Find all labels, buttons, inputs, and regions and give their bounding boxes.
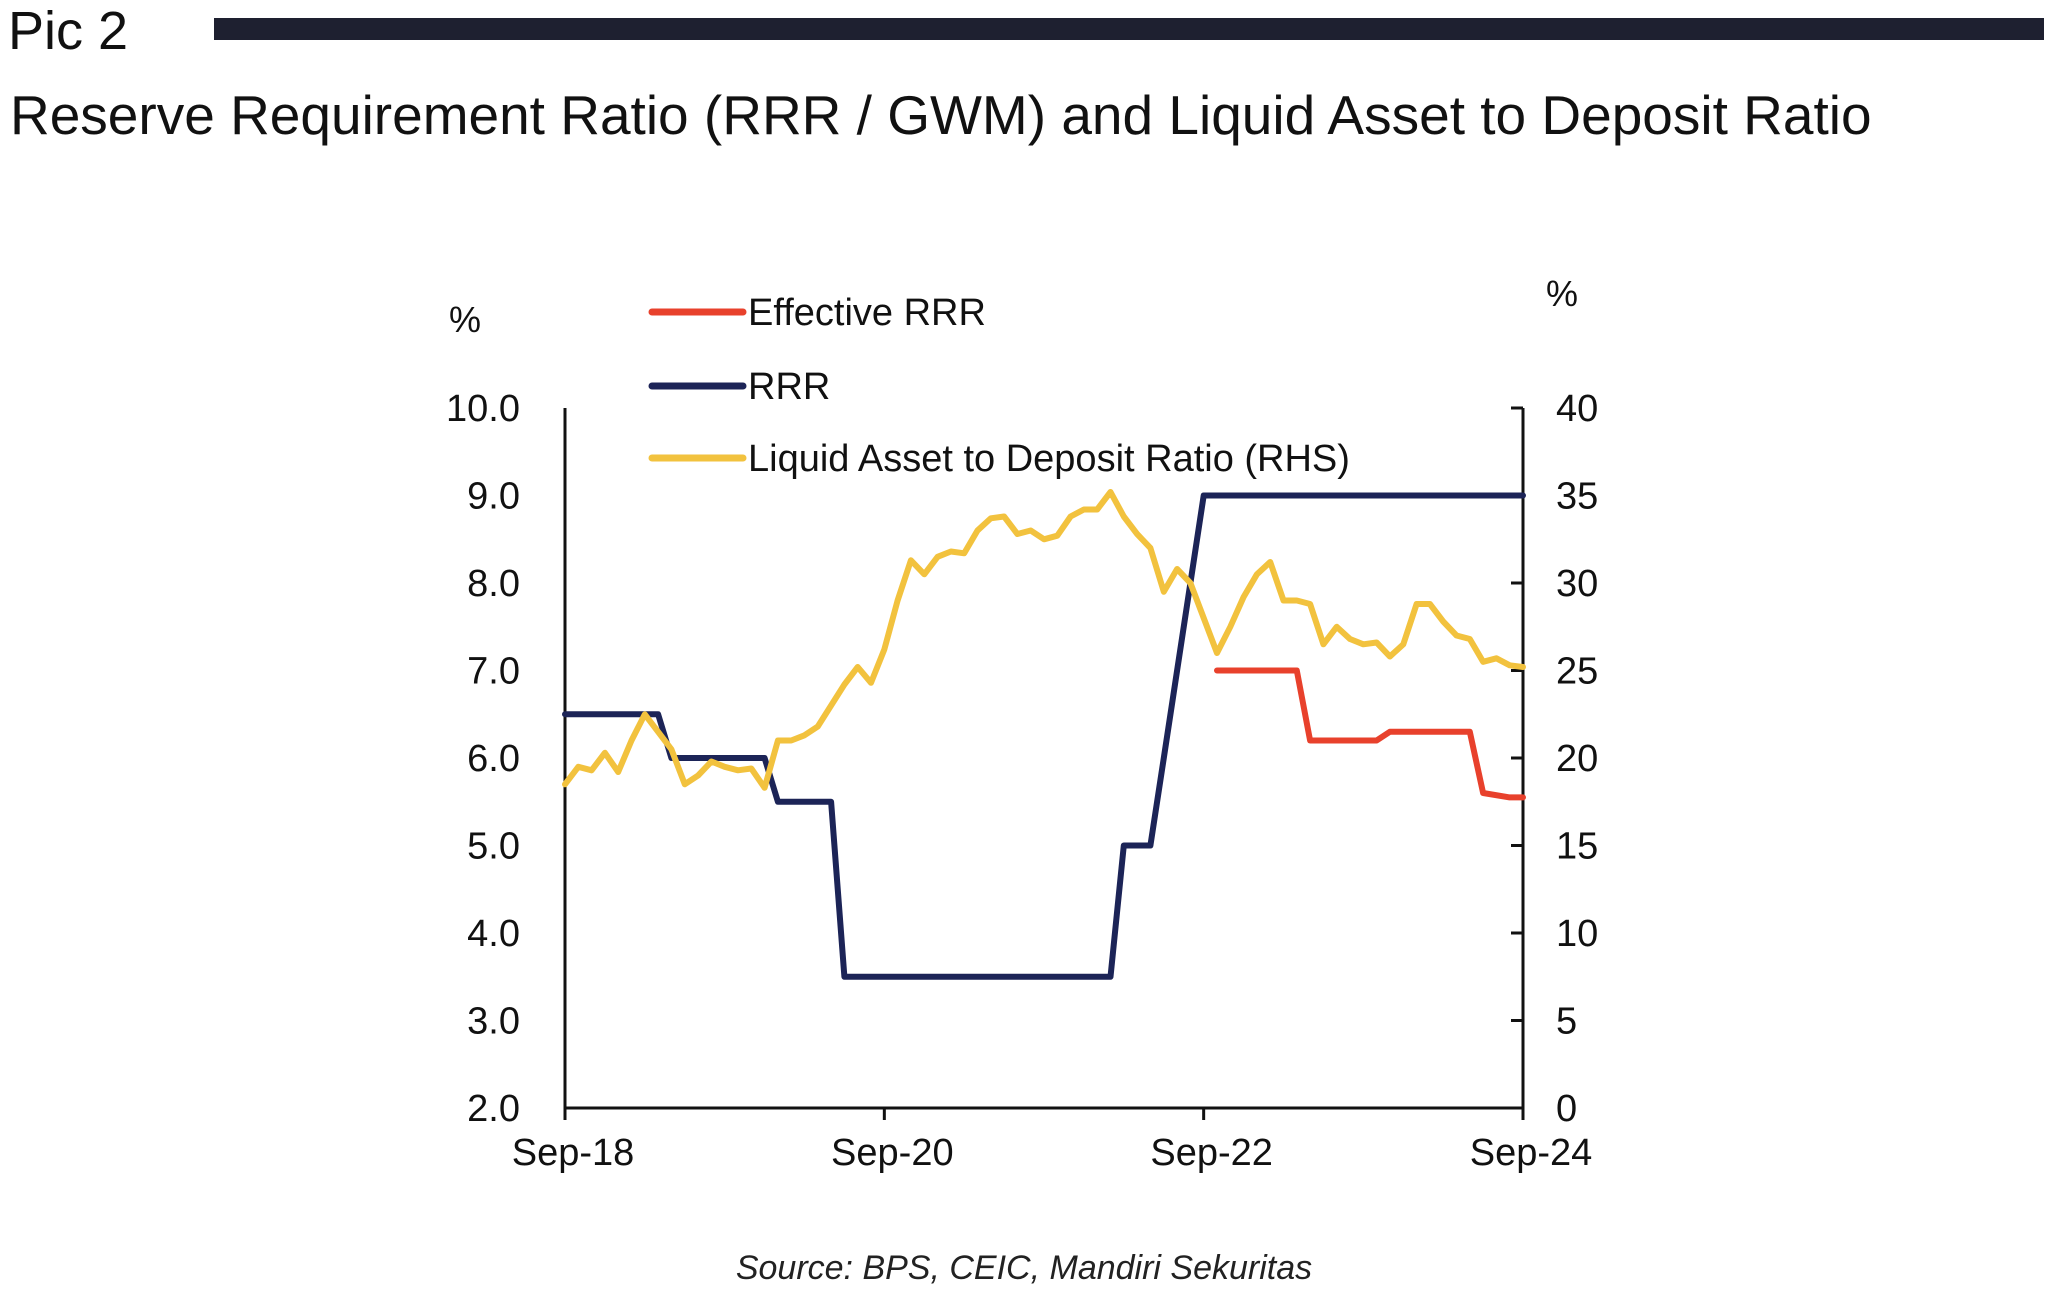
legend-rrr-label: RRR [748, 366, 830, 408]
header-bar [214, 18, 2044, 40]
right-tick-label: 25 [1556, 651, 1598, 693]
left-tick-label: 8.0 [467, 563, 520, 605]
right-tick-label: 20 [1556, 738, 1598, 780]
effective-rrr-line [1214, 667, 1526, 801]
x-tick-label: Sep-20 [831, 1132, 954, 1174]
left-tick-label: 10.0 [446, 388, 520, 430]
right-tick-label: 15 [1556, 826, 1598, 868]
left-tick-label: 2.0 [467, 1088, 520, 1130]
series-lines [562, 489, 1526, 980]
source-note: Source: BPS, CEIC, Mandiri Sekuritas [735, 1249, 1313, 1287]
legend: Effective RRR RRR Liquid Asset to Deposit … [648, 292, 1350, 480]
right-tick-label: 0 [1556, 1088, 1577, 1130]
left-tick-label: 4.0 [467, 913, 520, 955]
left-tick-label: 7.0 [467, 651, 520, 693]
left-tick-label: 3.0 [467, 1001, 520, 1043]
right-tick-label: 5 [1556, 1001, 1577, 1043]
legend-ladr-label: Liquid Asset to Deposit Ratio (RHS) [748, 438, 1350, 480]
left-tick-label: 9.0 [467, 476, 520, 518]
right-tick-label: 35 [1556, 476, 1598, 518]
x-tick-label: Sep-18 [512, 1132, 635, 1174]
right-tick-label: 10 [1556, 913, 1598, 955]
axes: 10.0 9.0 8.0 7.0 6.0 5.0 4.0 3.0 2.0 40 35 30 25 20 15… [446, 388, 1598, 1174]
right-axis-unit: % [1546, 273, 1578, 314]
page-title: Reserve Requirement Ratio (RRR / GWM) an… [10, 84, 1872, 146]
ladr-line [562, 489, 1526, 791]
x-tick-label: Sep-24 [1470, 1132, 1593, 1174]
left-tick-label: 6.0 [467, 738, 520, 780]
x-tick-label: Sep-22 [1150, 1132, 1273, 1174]
legend-effective-rrr-label: Effective RRR [748, 292, 986, 334]
left-axis-unit: % [449, 299, 481, 340]
left-tick-label: 5.0 [467, 826, 520, 868]
right-tick-label: 40 [1556, 388, 1598, 430]
right-tick-label: 30 [1556, 563, 1598, 605]
rrr-line [562, 492, 1526, 980]
pic-label: Pic 2 [8, 1, 129, 61]
